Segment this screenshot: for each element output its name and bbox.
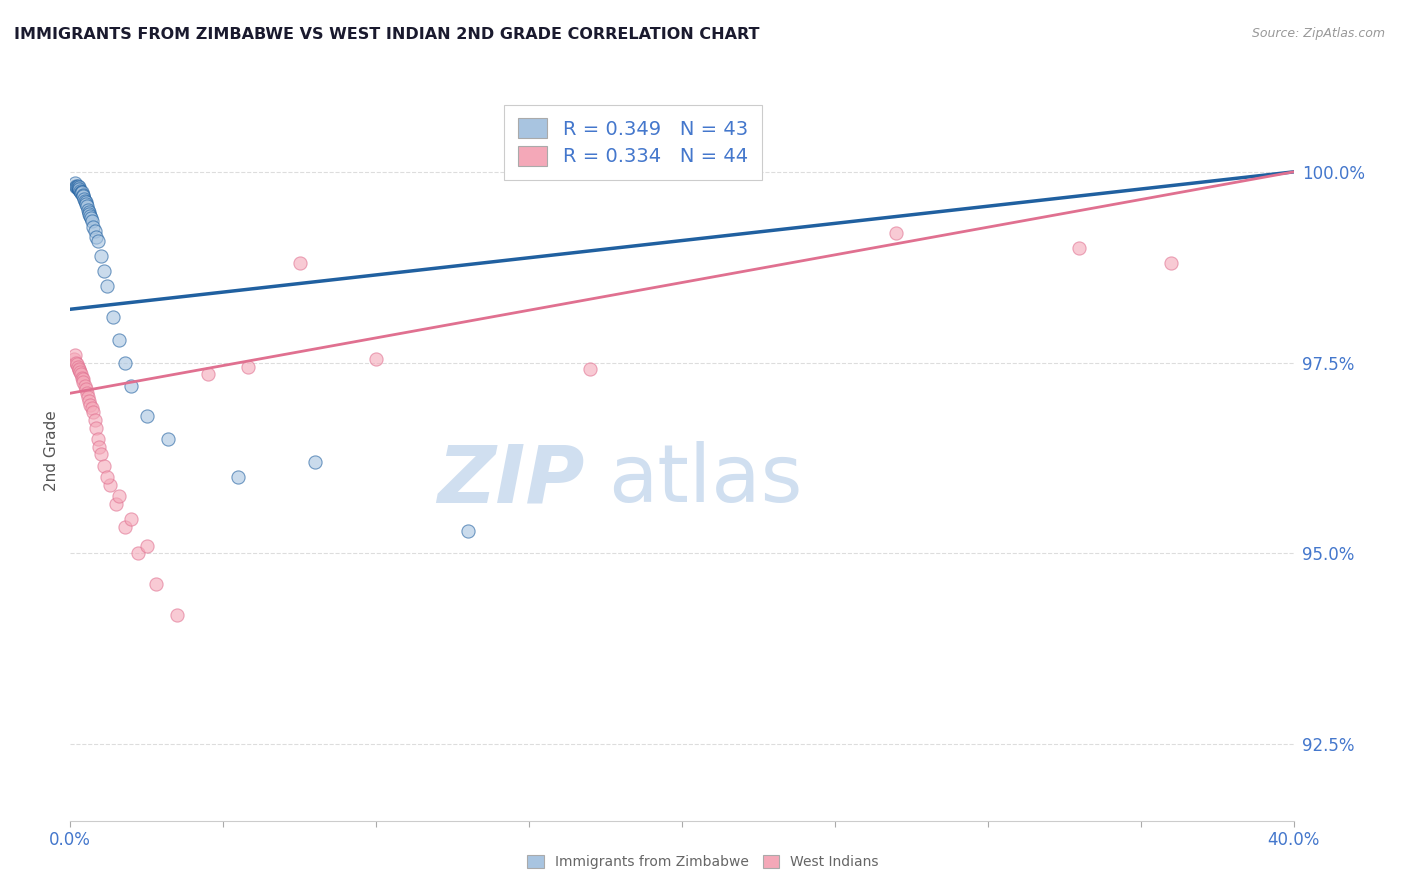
Point [82,219,104,234]
Point [72,187,94,202]
Point [69,182,91,196]
Point [1069,241,1091,255]
Point [108,489,131,503]
Point [79,209,101,223]
Point [127,547,149,561]
Point [89,440,111,454]
Point [72,375,94,389]
Point [108,333,131,347]
Point [66,181,89,195]
Point [67,183,90,197]
Point [67,363,90,377]
Point [1160,256,1182,270]
Point [135,539,157,553]
Point [72,189,94,203]
Point [98,478,121,492]
Point [69,361,91,376]
Point [77,204,100,219]
Point [83,224,105,238]
Point [75,197,97,211]
Legend: Immigrants from Zimbabwe, West Indians: Immigrants from Zimbabwe, West Indians [520,848,886,876]
Point [82,405,104,419]
Point [157,432,180,446]
Point [77,207,100,221]
Point [96,279,118,293]
Point [236,359,259,374]
Point [76,386,98,401]
Point [87,234,110,248]
Point [288,256,311,270]
Point [69,365,91,379]
Point [135,409,157,423]
Point [304,455,326,469]
Point [67,182,90,196]
Point [121,378,143,392]
Point [63,348,86,362]
Point [76,199,98,213]
Point [79,398,101,412]
Point [197,367,219,381]
Point [80,401,103,416]
Point [75,383,97,397]
Point [884,226,907,240]
Text: IMMIGRANTS FROM ZIMBABWE VS WEST INDIAN 2ND GRADE CORRELATION CHART: IMMIGRANTS FROM ZIMBABWE VS WEST INDIAN … [14,27,759,42]
Point [105,497,128,511]
Point [70,185,93,199]
Point [114,356,136,370]
Point [84,229,107,244]
Point [228,470,250,484]
Point [63,351,86,366]
Point [73,194,96,208]
Point [66,357,89,371]
Point [77,202,100,217]
Point [70,371,93,385]
Point [69,180,91,194]
Point [84,420,107,434]
Point [69,184,91,198]
Point [114,520,136,534]
Point [77,393,100,408]
Point [90,447,112,461]
Point [366,351,388,366]
Text: atlas: atlas [609,441,803,519]
Point [121,512,143,526]
Point [83,413,105,427]
Point [66,359,89,374]
Point [65,356,87,370]
Point [70,367,93,381]
Point [457,524,479,538]
Point [80,211,103,225]
Point [63,177,86,191]
Text: Source: ZipAtlas.com: Source: ZipAtlas.com [1251,27,1385,40]
Legend: R = 0.349   N = 43, R = 0.334   N = 44: R = 0.349 N = 43, R = 0.334 N = 44 [505,104,762,180]
Point [73,192,96,206]
Point [72,372,94,386]
Point [87,432,110,446]
Point [75,195,97,210]
Point [90,249,112,263]
Point [77,390,100,404]
Point [65,180,87,194]
Text: ZIP: ZIP [437,441,583,519]
Point [93,264,115,278]
Point [65,178,87,193]
Point [96,470,118,484]
Point [66,178,89,193]
Point [166,607,188,622]
Point [70,186,93,201]
Point [66,180,89,194]
Point [80,214,103,228]
Point [70,186,93,200]
Point [145,577,167,591]
Y-axis label: 2nd Grade: 2nd Grade [44,410,59,491]
Point [93,458,115,473]
Point [101,310,124,324]
Point [73,378,96,392]
Point [579,361,602,376]
